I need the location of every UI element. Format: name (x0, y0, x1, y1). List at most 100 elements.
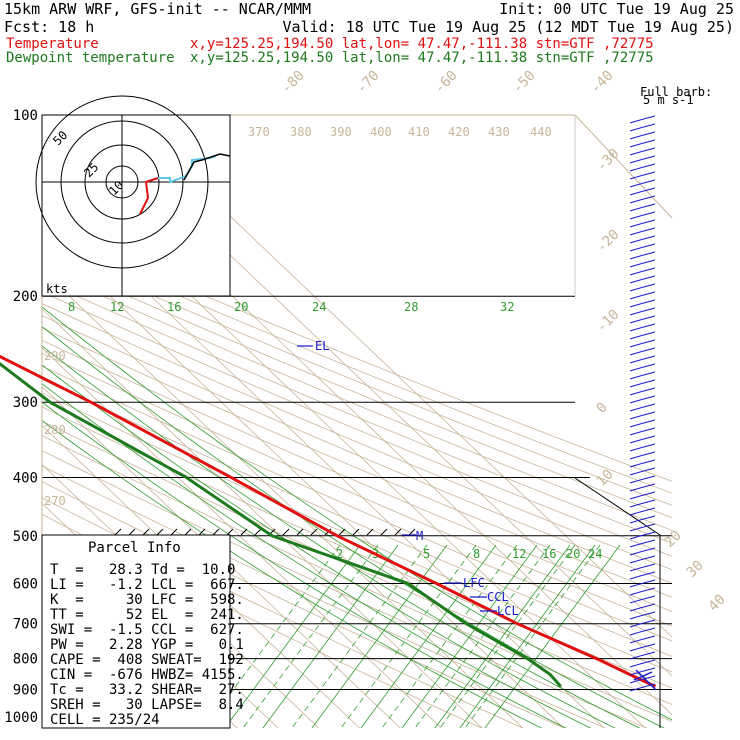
isotherm (42, 308, 483, 728)
isotherm-label: -30 (594, 146, 623, 175)
wind-barb (639, 355, 656, 361)
mixing-ratio-label-lower: 8 (473, 547, 480, 561)
wind-barb (639, 163, 656, 169)
wind-barb-shaft (629, 271, 641, 276)
wind-barb (639, 123, 656, 129)
wind-barb (639, 115, 656, 121)
hatch-mark (184, 528, 192, 536)
theta-label: 410 (408, 125, 430, 139)
dry-adiabat (42, 268, 672, 531)
melt-marker: M (402, 529, 423, 543)
hodo-trace-low (139, 177, 159, 215)
hatch-mark (226, 528, 234, 536)
wind-barb-shaft (629, 247, 641, 252)
dry-adiabat (42, 406, 672, 689)
wind-barb (639, 467, 656, 473)
wind-barb (639, 219, 656, 225)
wind-barb (639, 251, 656, 257)
pressure-label-300: 300 (13, 395, 38, 411)
temperature-profile (0, 354, 657, 688)
wind-barb-shaft (629, 303, 641, 308)
wind-barb (639, 403, 656, 409)
wind-barb (639, 187, 656, 193)
wind-barb (639, 451, 656, 457)
wind-barb (639, 339, 656, 345)
isotherm (42, 425, 361, 728)
mixing-ratio-label: 20 (234, 300, 248, 314)
wind-barb-shaft (629, 383, 641, 388)
barb-title: Full barb: (640, 85, 712, 99)
pressure-label-1000: 1000 (4, 710, 38, 726)
wind-barb (639, 443, 656, 449)
theta-label: 440 (530, 125, 552, 139)
parcel-row: CELL = 235/24 (50, 712, 160, 728)
dry-adiabat (42, 352, 672, 627)
wind-barb (639, 243, 656, 249)
hodo-trace-high (183, 153, 231, 181)
isotherm (42, 347, 442, 728)
wind-barb-shaft (629, 159, 641, 164)
svg-text:LFC: LFC (463, 576, 485, 590)
wind-barb-shaft (629, 591, 641, 596)
ccl-marker: CCL (470, 590, 509, 604)
isotherm-label: 30 (684, 558, 707, 581)
wind-barb (639, 395, 656, 401)
wind-barb (639, 315, 656, 321)
wind-barb-shaft (629, 327, 641, 332)
isotherm-label: -60 (432, 68, 461, 97)
hatch-mark (170, 528, 178, 536)
theta-label: 420 (448, 125, 470, 139)
wind-barb-shaft (629, 183, 641, 188)
wind-barb-shaft (629, 215, 641, 220)
theta-labels: 370 380 390 400 410 420 430 440 290 280 270 (44, 125, 552, 508)
dewpoint-profile (0, 362, 562, 688)
isotherm-labels: -80 -70 -60 -50 -40 -30 -20 -10 0 10 20 30 40 (279, 68, 729, 615)
wind-barb (639, 619, 656, 625)
hatch-mark (212, 528, 220, 536)
wind-barb-shaft (629, 567, 641, 572)
dry-adiabat (42, 420, 672, 705)
temperature-location: x,y=125.25,194.50 lat,lon= 47.47,-111.38… (190, 36, 654, 52)
parcel-row: SREH = 30 LAPSE= 8.4 (50, 697, 244, 713)
wind-barb-shaft (629, 583, 641, 588)
wind-barb (639, 475, 656, 481)
isotherm-label: 20 (662, 528, 685, 551)
lower-mixing-dash (414, 544, 551, 728)
wind-barb-shaft (629, 607, 641, 612)
wind-barb-shaft (629, 343, 641, 348)
wind-barb (639, 643, 656, 649)
wind-barb-shaft (629, 207, 641, 212)
dewpoint-legend: Dewpoint temperature (6, 50, 175, 66)
isotherm-label: -40 (588, 68, 617, 97)
wind-barb (639, 555, 656, 561)
parcel-row: Tc = 33.2 SHEAR= 27. (50, 682, 244, 698)
wind-barb-shaft (629, 599, 641, 604)
wind-barb-shaft (629, 367, 641, 372)
pressure-label-800: 800 (13, 652, 38, 668)
wind-barb (639, 323, 656, 329)
wind-barb-shaft (629, 639, 641, 644)
mixing-ratio-label: 8 (68, 300, 75, 314)
wind-barb-shaft (629, 511, 641, 516)
wind-barb (639, 571, 656, 577)
wind-barb-shaft (629, 359, 641, 364)
wind-barb-shaft (629, 119, 641, 124)
wind-barb-shaft (629, 135, 641, 140)
mixing-ratio-label-lower: 20 (566, 547, 580, 561)
isotherm-label: -80 (279, 68, 308, 97)
mixing-ratio-label-lower: 24 (588, 547, 602, 561)
wind-barb-shaft (629, 551, 641, 556)
wind-barb-shaft (629, 295, 641, 300)
wind-barbs (629, 115, 657, 692)
wind-barb (639, 587, 656, 593)
wind-barb-shaft (629, 495, 641, 500)
mixing-ratio-line (42, 345, 641, 728)
lower-mixing-solid (401, 544, 538, 728)
wind-barb-shaft (629, 655, 641, 660)
hatch-mark (380, 528, 388, 536)
barb-unit: 5 m s-1 (643, 93, 694, 107)
wind-barb-shaft (629, 439, 641, 444)
pressure-label-600: 600 (13, 576, 38, 592)
mixing-ratio-line (42, 364, 616, 728)
isotherm-label: 0 (594, 400, 611, 417)
